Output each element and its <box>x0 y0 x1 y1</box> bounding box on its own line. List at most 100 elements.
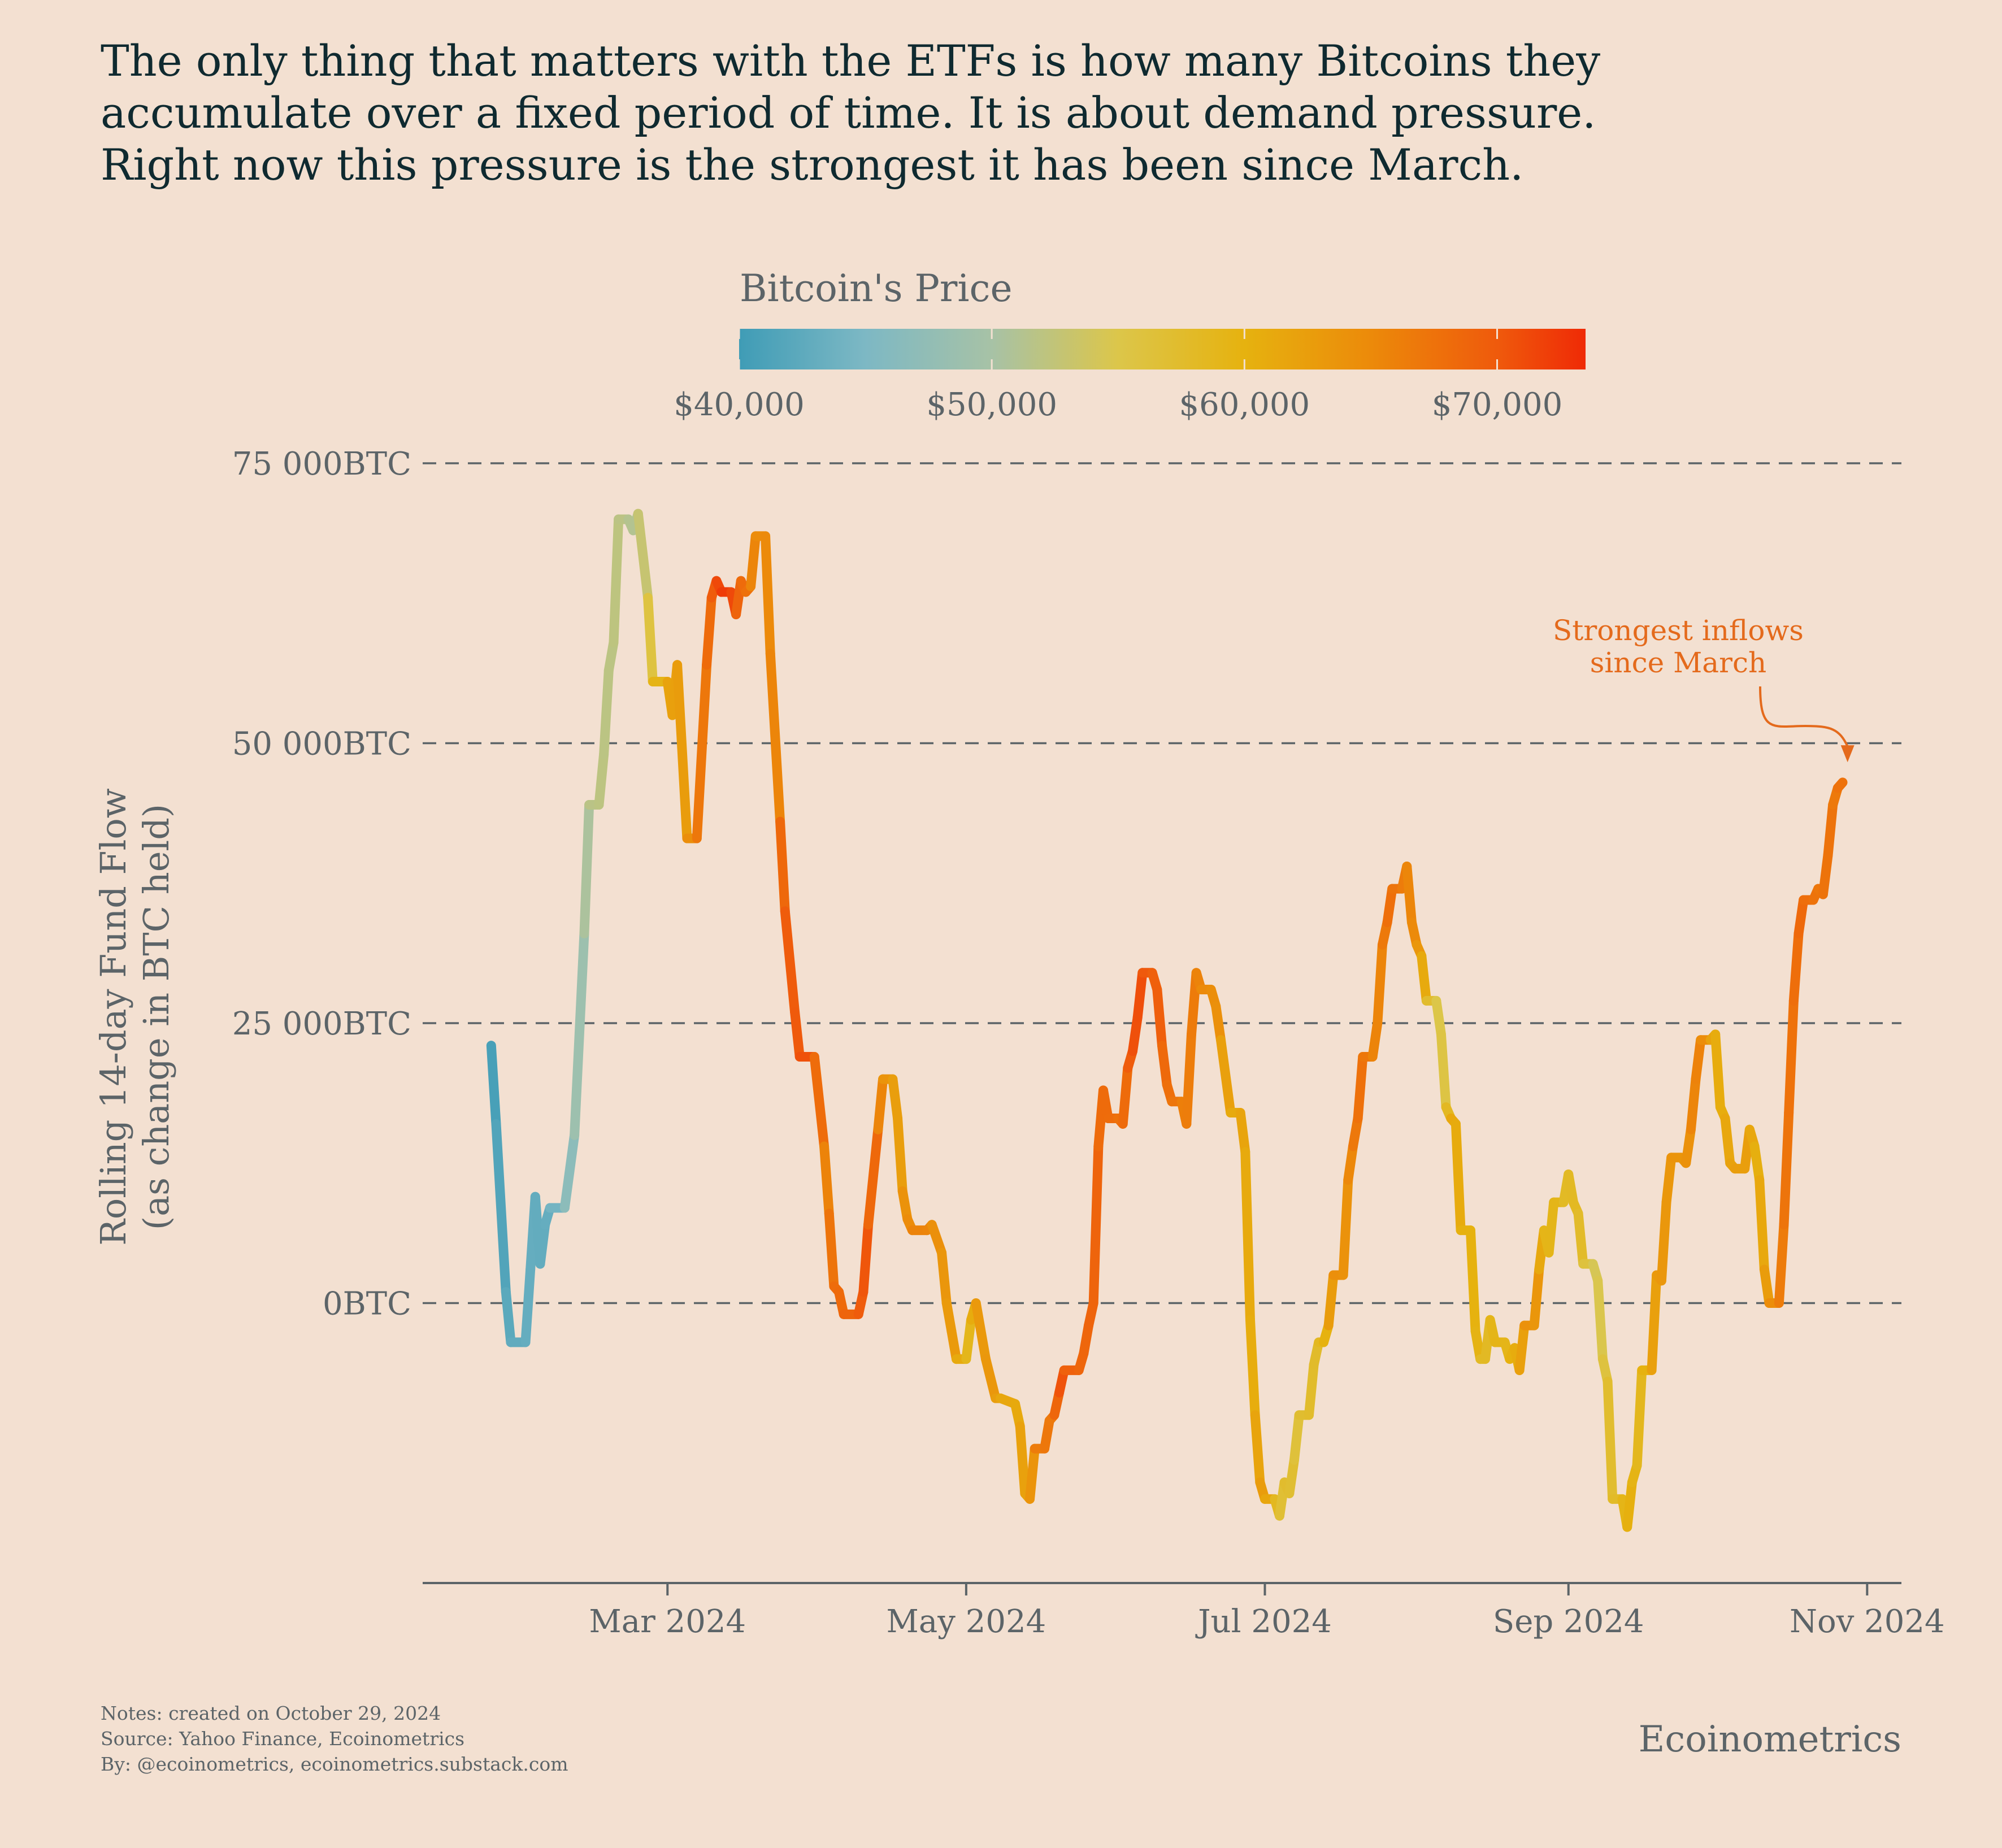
series-segment <box>809 1051 830 1151</box>
series-segment <box>535 1220 550 1269</box>
series-segment <box>1431 995 1446 1040</box>
series-segment <box>1647 1270 1662 1375</box>
series-segment <box>1661 1153 1677 1207</box>
series-segment <box>609 514 624 647</box>
series-segment <box>1755 1175 1769 1275</box>
series-segment <box>824 1208 839 1292</box>
series-segment <box>863 1124 883 1230</box>
x-tick-label: Jul 2024 <box>1195 1603 1332 1640</box>
series-segment <box>1451 1119 1466 1236</box>
series-segment <box>1832 777 1848 793</box>
headline-line-2: accumulate over a fixed period of time. … <box>101 88 1596 138</box>
series-segment <box>1182 1029 1196 1129</box>
series-segment <box>599 666 614 759</box>
series-segment <box>961 1315 976 1364</box>
series-segment <box>672 660 692 843</box>
series-segment <box>1250 1410 1265 1488</box>
series-segment <box>893 1113 907 1196</box>
series-segment <box>858 1220 874 1297</box>
series-segment <box>1240 1147 1255 1325</box>
colorbar-tick-label: $70,000 <box>1432 386 1563 423</box>
series-segment <box>780 906 800 1017</box>
series-segment <box>1157 1041 1172 1090</box>
annotation-arrow <box>1759 686 1849 747</box>
series-segment <box>1118 1063 1133 1129</box>
annotation-text-line-2: since March <box>1590 646 1766 679</box>
series-segment <box>1573 1208 1588 1269</box>
series-segment <box>1593 1276 1608 1364</box>
series-segment <box>765 649 785 827</box>
series-segment <box>1632 1365 1647 1471</box>
series-segment <box>1779 1108 1794 1230</box>
series-segment <box>1788 928 1804 1006</box>
series-segment <box>1686 1074 1701 1134</box>
series-segment <box>1367 1018 1383 1062</box>
series-segment <box>633 508 653 603</box>
colorbar-tick-label: $60,000 <box>1179 386 1310 423</box>
series-segment <box>1465 1225 1480 1336</box>
y-axis-label-line-1: Rolling 14-day Fund Flow <box>93 788 134 1246</box>
series-segment <box>1289 1410 1304 1465</box>
series-segment <box>1793 895 1809 938</box>
y-axis-label-line-2: (as change in BTC held) <box>136 804 177 1230</box>
series-segment <box>1088 1141 1104 1308</box>
series-segment <box>1343 1141 1358 1185</box>
series-segment <box>692 660 712 843</box>
colorbar <box>739 329 1586 369</box>
series-segment <box>1015 1421 1030 1498</box>
series-segment <box>1235 1108 1250 1157</box>
series-segment <box>702 593 716 670</box>
series-segment <box>1774 1220 1789 1308</box>
x-tick-label: Sep 2024 <box>1493 1603 1644 1640</box>
series-segment <box>927 1220 947 1258</box>
footer-by: By: @ecoinometrics, ecoinometrics.substa… <box>101 1753 568 1775</box>
footer-notes: Notes: created on October 29, 2024 Sourc… <box>101 1701 568 1777</box>
fund-flow-series <box>486 508 1848 1532</box>
series-segment <box>761 531 775 659</box>
series-segment <box>1284 1455 1299 1498</box>
colorbar-tick-label: $50,000 <box>926 386 1057 423</box>
series-segment <box>1603 1376 1618 1504</box>
series-segment <box>1784 995 1799 1118</box>
series-segment <box>1128 1012 1143 1056</box>
series-segment <box>1132 968 1148 1023</box>
series-segment <box>1818 850 1833 899</box>
series-segment <box>819 1141 834 1219</box>
series-segment <box>501 1287 516 1347</box>
series-segment <box>971 1298 991 1364</box>
y-tick-label: 0BTC <box>323 1286 411 1323</box>
series-segment <box>873 1074 888 1134</box>
series-segment <box>1656 1197 1671 1286</box>
series-segment <box>1720 1113 1735 1168</box>
series-segment <box>1622 1477 1637 1532</box>
series-segment <box>594 749 609 810</box>
x-tick-label: May 2024 <box>887 1603 1046 1640</box>
headline-line-1: The only thing that matters with the ETF… <box>101 36 1601 86</box>
series-segment <box>1211 1001 1226 1045</box>
footer-notes-date: Notes: created on October 29, 2024 <box>101 1702 441 1724</box>
series-segment <box>1759 1264 1774 1308</box>
series-segment <box>888 1074 903 1123</box>
y-tick-label: 50 000BTC <box>232 726 411 763</box>
series-segment <box>981 1354 1001 1403</box>
colorbar-tick-label: $40,000 <box>674 386 805 423</box>
y-tick-label: 25 000BTC <box>232 1006 411 1042</box>
annotation-text-line-1: Strongest inflows <box>1553 614 1804 647</box>
headline: The only thing that matters with the ETF… <box>101 35 1739 191</box>
series-segment <box>1402 862 1417 928</box>
colorbar-title: Bitcoin's Price <box>740 267 1013 310</box>
series-segment <box>790 1007 805 1062</box>
series-segment <box>1245 1315 1260 1420</box>
footer-source: Source: Yahoo Finance, Ecoinometrics <box>101 1728 465 1750</box>
series-segment <box>1544 1197 1559 1258</box>
series-segment <box>746 531 761 592</box>
series-segment <box>570 928 589 1140</box>
series-segment <box>1025 1443 1040 1504</box>
series-segment <box>1436 1029 1451 1112</box>
series-segment <box>486 1041 501 1129</box>
series-segment <box>1681 1124 1696 1168</box>
series-segment <box>1514 1320 1530 1375</box>
series-segment <box>1152 985 1167 1051</box>
series-segment <box>1304 1360 1319 1420</box>
